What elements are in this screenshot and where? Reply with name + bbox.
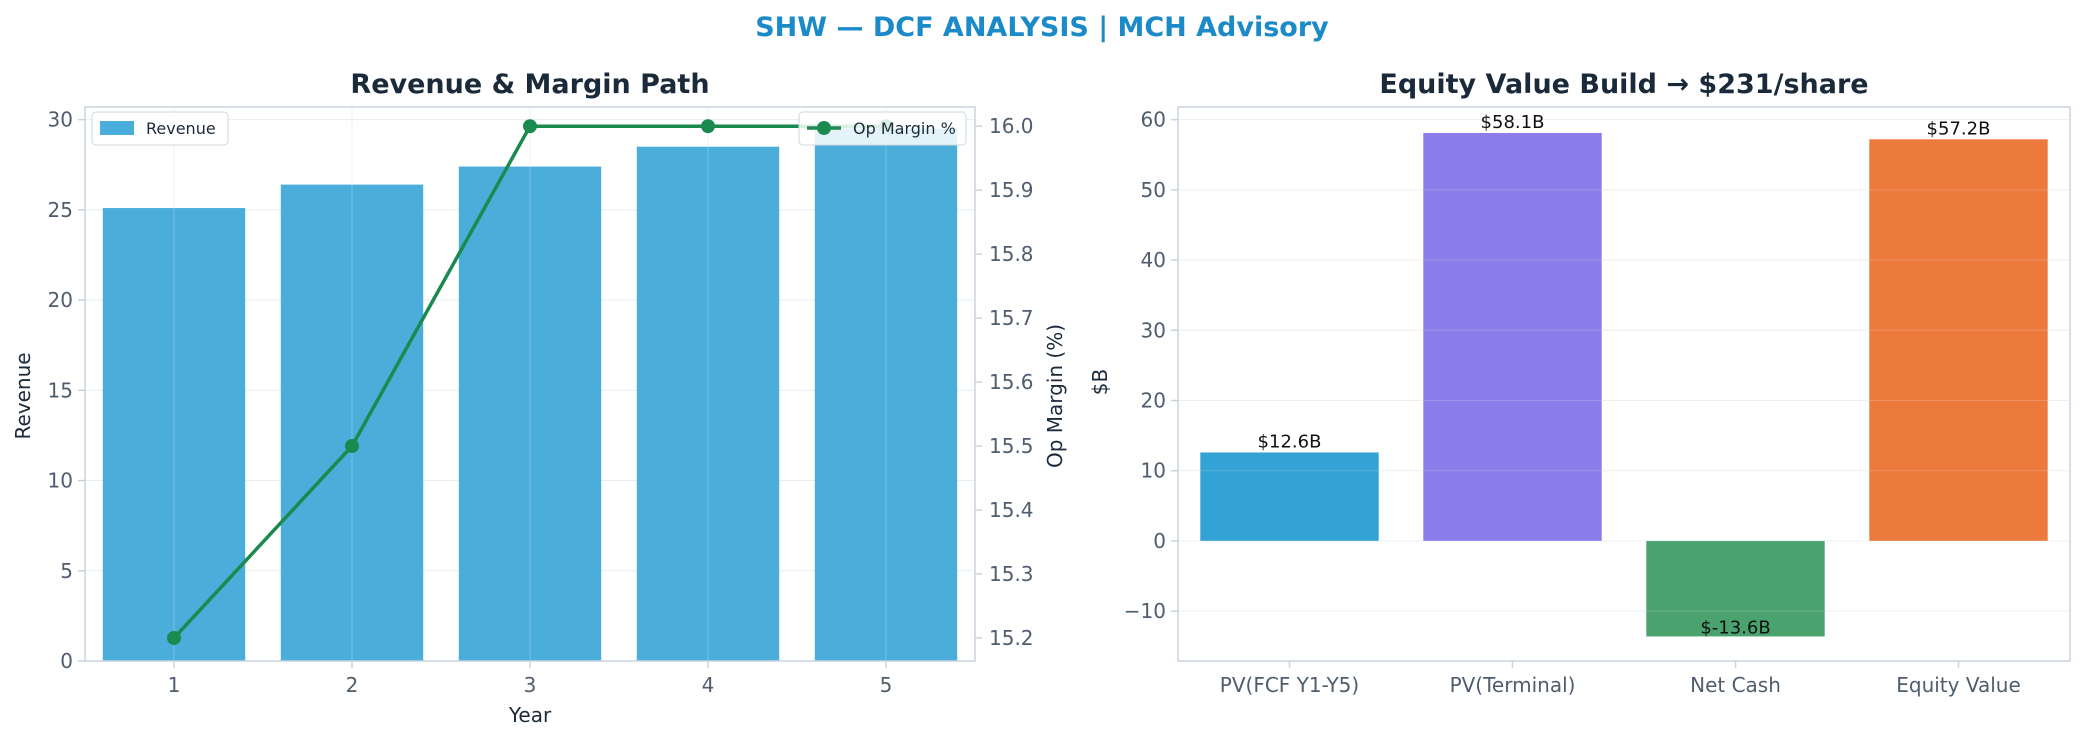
legend-op-margin-label: Op Margin %	[853, 119, 956, 138]
op-margin-axis-label: Op Margin (%)	[1043, 324, 1067, 468]
equity-xtick-label: Net Cash	[1690, 673, 1781, 697]
equity-xtick-label: Equity Value	[1896, 673, 2021, 697]
equity-xtick-label: PV(FCF Y1-Y5)	[1220, 673, 1359, 697]
legend-revenue: Revenue	[91, 111, 229, 146]
revenue-bar	[280, 184, 424, 662]
equity-ytick-label: 40	[1141, 248, 1166, 272]
revenue-xtick-label: 1	[168, 673, 181, 697]
equity-ytick-label: −10	[1124, 599, 1166, 623]
equity-ytick-label: 20	[1141, 389, 1166, 413]
revenue-ytick-label: 15	[48, 378, 73, 402]
revenue-bars	[102, 107, 958, 662]
revenue-chart-xlabel: Year	[508, 703, 552, 727]
legend-revenue-frame	[91, 111, 229, 146]
revenue-chart-axes: 0 5 10 15 20 25 30 1 2 3 4 5 15.2 15.3 15.4 15.5 15.6 15.…	[48, 106, 1034, 697]
legend-op-margin: Op Margin %	[798, 111, 967, 146]
revenue-bar	[814, 128, 958, 661]
revenue-chart-ylabel: Revenue	[11, 352, 35, 439]
legend-revenue-label: Revenue	[146, 119, 216, 138]
op-margin-ytick-label: 15.2	[989, 626, 1034, 650]
revenue-xtick-label: 3	[524, 673, 537, 697]
equity-bar	[1869, 139, 2048, 541]
op-margin-point	[345, 439, 359, 454]
equity-ytick-label: 10	[1141, 459, 1166, 483]
equity-bars: $12.6B $58.1B $-13.6B $57.2B	[1178, 112, 2070, 638]
revenue-ytick-label: 25	[48, 198, 73, 222]
revenue-ytick-label: 5	[60, 559, 73, 583]
equity-bar	[1200, 452, 1379, 541]
equity-bar-label: $-13.6B	[1700, 617, 1770, 638]
revenue-bar	[458, 166, 602, 662]
revenue-ytick-label: 30	[48, 108, 73, 132]
op-margin-ytick-label: 15.4	[989, 498, 1034, 522]
op-margin-ytick-label: 16.0	[989, 114, 1034, 138]
equity-chart-frame	[1177, 106, 2071, 662]
revenue-xtick-label: 5	[880, 673, 893, 697]
equity-chart-ylabel: $B	[1088, 369, 1112, 395]
equity-bar-label: $12.6B	[1258, 431, 1322, 452]
equity-chart-title: Equity Value Build → $231/share	[1379, 69, 1868, 100]
revenue-ytick-label: 10	[48, 469, 73, 493]
revenue-ytick-label: 0	[60, 649, 73, 673]
revenue-chart-frame	[84, 106, 976, 662]
figure-title: SHW — DCF ANALYSIS | MCH Advisory	[755, 12, 1329, 43]
revenue-chart-title: Revenue & Margin Path	[350, 69, 709, 100]
equity-bar-label: $58.1B	[1481, 112, 1545, 133]
op-margin-ytick-label: 15.3	[989, 562, 1034, 586]
op-margin-ytick-label: 15.6	[989, 370, 1034, 394]
legend-op-margin-frame	[798, 111, 967, 146]
equity-ytick-label: 50	[1141, 178, 1166, 202]
op-margin-point	[523, 119, 537, 134]
equity-xtick-label: PV(Terminal)	[1450, 673, 1576, 697]
revenue-xtick-label: 4	[702, 673, 715, 697]
equity-value-chart: Equity Value Build → $231/share $12.6B $5…	[1088, 69, 2071, 697]
op-margin-ytick-label: 15.8	[989, 242, 1034, 266]
revenue-xtick-label: 2	[346, 673, 359, 697]
equity-ytick-label: 60	[1141, 108, 1166, 132]
equity-bar	[1423, 132, 1602, 541]
legend-op-margin-marker	[817, 121, 831, 135]
op-margin-ytick-label: 15.7	[989, 306, 1034, 330]
revenue-bar	[636, 146, 780, 662]
equity-bar-label: $57.2B	[1927, 118, 1991, 139]
op-margin-point	[701, 119, 715, 134]
revenue-margin-chart: Revenue & Margin Path 0 5 10 15 20 25 30 1 2 3 4 5 1…	[11, 69, 1067, 727]
op-margin-point	[167, 630, 181, 645]
equity-ytick-label: 30	[1141, 318, 1166, 342]
revenue-ytick-label: 20	[48, 288, 73, 312]
op-margin-ytick-label: 15.5	[989, 434, 1034, 458]
op-margin-ytick-label: 15.9	[989, 178, 1034, 202]
equity-bar	[1646, 540, 1825, 637]
equity-ytick-label: 0	[1153, 529, 1166, 553]
equity-chart-axes: −10 0 10 20 30 40 50 60 PV(FCF Y1-Y5) PV(Terminal…	[1124, 106, 2071, 697]
legend-revenue-swatch	[100, 121, 134, 135]
